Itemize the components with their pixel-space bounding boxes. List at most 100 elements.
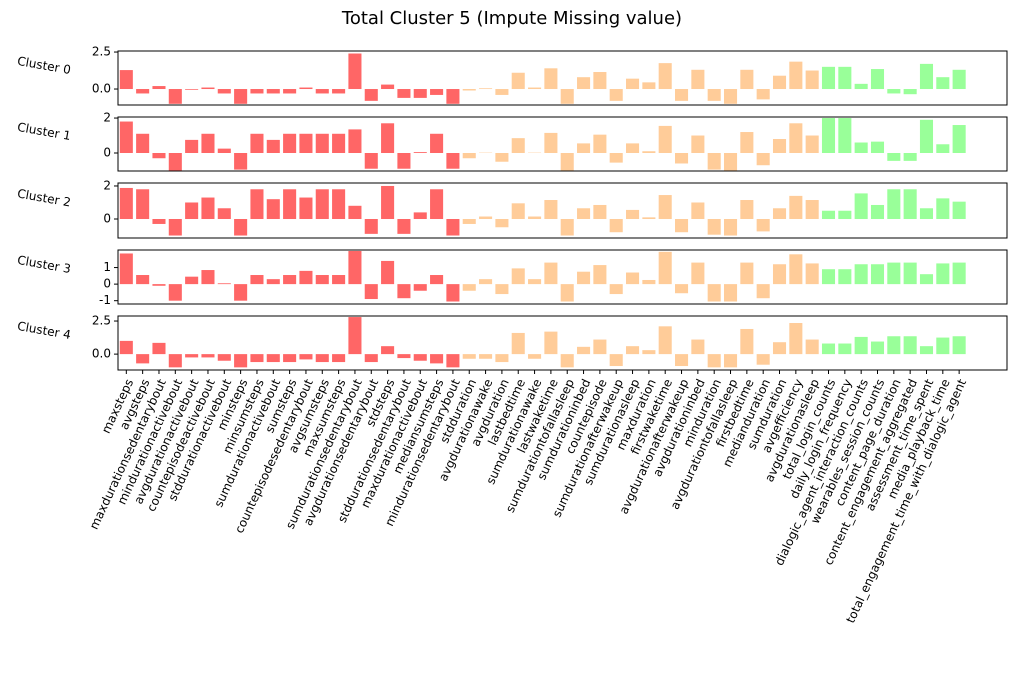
bar: [299, 133, 313, 153]
bar: [217, 148, 231, 153]
axes-frame: [117, 249, 1008, 305]
bar: [560, 153, 574, 171]
y-axis-label: Cluster 4: [16, 319, 72, 342]
bar: [495, 153, 509, 162]
bar: [560, 354, 574, 368]
bar: [740, 328, 754, 355]
bar: [266, 139, 280, 153]
bar: [217, 89, 231, 94]
bar: [658, 251, 672, 285]
axes-frame: [117, 182, 1008, 239]
bar: [805, 200, 819, 220]
bar: [626, 143, 640, 153]
bar: [544, 132, 558, 153]
bar: [136, 89, 150, 94]
bar: [658, 326, 672, 355]
bar: [511, 332, 525, 355]
bar: [560, 89, 574, 104]
bar: [364, 354, 378, 363]
bar: [854, 193, 868, 220]
bar: [560, 219, 574, 236]
bar: [413, 284, 427, 291]
bar: [250, 89, 264, 94]
bar: [479, 88, 493, 90]
bar: [838, 343, 852, 355]
bar: [446, 89, 460, 104]
bar: [642, 82, 656, 90]
bar: [870, 341, 885, 355]
bar: [707, 219, 721, 235]
bar: [903, 189, 917, 220]
bar: [136, 354, 150, 364]
bar: [707, 153, 721, 170]
bar: [723, 354, 738, 368]
bar: [609, 219, 623, 233]
bar: [462, 284, 476, 291]
bar: [462, 354, 476, 359]
bar: [609, 89, 623, 101]
bar: [185, 276, 199, 285]
bar: [348, 205, 362, 220]
bar: [740, 200, 754, 220]
y-axis-label: Cluster 1: [16, 120, 72, 143]
bar: [952, 69, 966, 90]
bar: [903, 262, 917, 285]
bar: [593, 72, 607, 90]
bar: [936, 77, 950, 90]
bar: [283, 354, 297, 363]
bar: [397, 89, 411, 98]
bar: [691, 135, 705, 153]
bar: [315, 89, 329, 94]
bar: [250, 133, 264, 153]
bar: [136, 275, 150, 285]
bar: [723, 153, 738, 171]
y-tick-label: 0: [103, 277, 111, 291]
bar: [887, 89, 901, 94]
bar: [772, 75, 787, 90]
y-tick-label: 2.5: [92, 314, 111, 328]
y-tick-label: 2.5: [92, 45, 111, 59]
bar: [838, 269, 852, 285]
bar: [185, 354, 199, 358]
bar: [675, 354, 689, 367]
bar: [462, 219, 476, 224]
bar: [495, 354, 509, 363]
bar: [642, 217, 656, 220]
bar: [250, 275, 264, 285]
bar: [299, 270, 313, 285]
bar: [168, 284, 182, 301]
bar: [364, 153, 378, 169]
bar: [919, 63, 934, 90]
bar: [511, 72, 525, 90]
bar: [299, 197, 313, 220]
bar: [626, 346, 640, 355]
bar: [838, 118, 852, 153]
bar: [332, 275, 346, 285]
axes-frame: [117, 116, 1008, 172]
bar: [642, 350, 656, 355]
bar: [756, 219, 770, 232]
bar: [217, 208, 231, 220]
bar: [723, 89, 738, 104]
bar: [299, 87, 313, 90]
bar: [593, 339, 607, 355]
bar: [740, 132, 754, 153]
y-tick-label: 2: [103, 111, 111, 125]
bar: [299, 354, 313, 360]
bar: [642, 151, 656, 153]
bar: [446, 354, 460, 368]
bar: [168, 89, 182, 104]
bar: [152, 153, 166, 159]
bar: [462, 89, 476, 91]
y-axis-label: Cluster 2: [16, 186, 72, 209]
bar: [903, 89, 917, 95]
bar: [626, 78, 640, 90]
bar: [119, 121, 133, 153]
bar: [234, 284, 248, 301]
bar: [479, 216, 493, 220]
bar: [528, 354, 542, 359]
bar: [185, 202, 199, 220]
bar: [185, 139, 199, 153]
bar: [544, 262, 558, 285]
y-axis-label: Cluster 0: [16, 54, 72, 77]
